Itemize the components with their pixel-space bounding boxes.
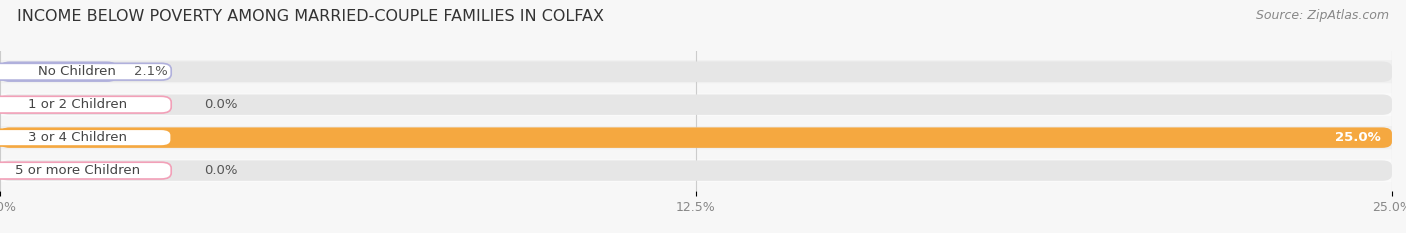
FancyBboxPatch shape <box>0 162 172 179</box>
FancyBboxPatch shape <box>0 93 1392 116</box>
Text: 0.0%: 0.0% <box>205 164 238 177</box>
FancyBboxPatch shape <box>0 96 172 113</box>
FancyBboxPatch shape <box>0 63 172 80</box>
FancyBboxPatch shape <box>0 160 1392 181</box>
FancyBboxPatch shape <box>0 159 1392 182</box>
Text: 2.1%: 2.1% <box>134 65 167 78</box>
Text: 25.0%: 25.0% <box>1336 131 1381 144</box>
Text: Source: ZipAtlas.com: Source: ZipAtlas.com <box>1256 9 1389 22</box>
FancyBboxPatch shape <box>0 62 117 82</box>
FancyBboxPatch shape <box>0 126 1392 149</box>
FancyBboxPatch shape <box>0 127 1392 148</box>
FancyBboxPatch shape <box>0 62 1392 82</box>
FancyBboxPatch shape <box>0 60 1392 83</box>
Text: No Children: No Children <box>38 65 117 78</box>
FancyBboxPatch shape <box>0 129 172 146</box>
FancyBboxPatch shape <box>0 94 1392 115</box>
Text: 3 or 4 Children: 3 or 4 Children <box>28 131 127 144</box>
FancyBboxPatch shape <box>0 127 1392 148</box>
Text: 0.0%: 0.0% <box>205 98 238 111</box>
Text: 1 or 2 Children: 1 or 2 Children <box>28 98 127 111</box>
Text: INCOME BELOW POVERTY AMONG MARRIED-COUPLE FAMILIES IN COLFAX: INCOME BELOW POVERTY AMONG MARRIED-COUPL… <box>17 9 603 24</box>
Text: 5 or more Children: 5 or more Children <box>14 164 139 177</box>
